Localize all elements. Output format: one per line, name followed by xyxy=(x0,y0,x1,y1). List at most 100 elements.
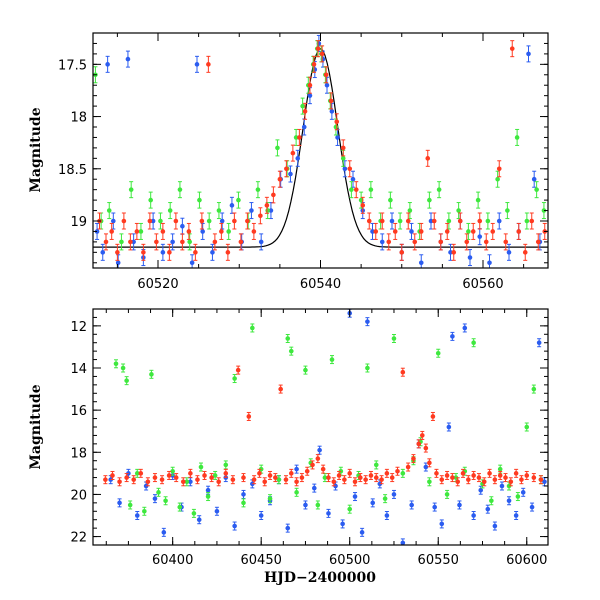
bottom-data-point xyxy=(489,498,494,504)
bottom-data-point xyxy=(352,494,358,499)
top-data-point xyxy=(307,93,313,98)
bottom-data-point xyxy=(120,365,126,371)
bottom-data-point xyxy=(312,485,317,491)
bottom-data-point xyxy=(513,471,519,476)
bottom-data-point xyxy=(405,464,411,470)
top-data-point xyxy=(392,229,398,234)
bottom-data-point xyxy=(432,504,437,510)
bottom-data-point xyxy=(196,517,202,523)
bottom-data-point xyxy=(134,471,140,476)
top-data-point xyxy=(503,239,509,245)
bottom-data-point xyxy=(191,511,197,516)
bottom-data-point xyxy=(450,334,455,339)
top-data-point xyxy=(148,197,153,203)
top-data-point xyxy=(206,62,211,67)
bottom-y-axis-label: Magnitude xyxy=(28,384,44,469)
top-data-point xyxy=(451,250,457,255)
top-data-point xyxy=(368,187,374,192)
top-data-point xyxy=(427,197,432,203)
top-data-point xyxy=(206,218,212,224)
top-data-point xyxy=(529,218,535,224)
top-plot-area xyxy=(93,34,548,268)
top-data-point xyxy=(194,62,200,67)
bottom-data-point xyxy=(513,513,519,518)
top-data-point xyxy=(106,208,112,213)
top-model-curve xyxy=(93,47,548,248)
bottom-data-point xyxy=(347,506,353,512)
top-data-point xyxy=(464,239,470,245)
top-data-point xyxy=(200,229,205,234)
bottom-data-point xyxy=(246,414,252,419)
bottom-data-point xyxy=(223,471,229,476)
bottom-data-point xyxy=(156,490,161,495)
top-data-point xyxy=(349,187,354,192)
top-data-point xyxy=(524,218,530,224)
bottom-data-point xyxy=(288,348,294,354)
bottom-data-point xyxy=(485,506,491,512)
top-data-point xyxy=(147,218,153,224)
bottom-data-point xyxy=(317,447,322,453)
bottom-data-point xyxy=(161,530,167,535)
bottom-data-point xyxy=(368,473,374,478)
bottom-data-point xyxy=(124,378,129,383)
bottom-data-point xyxy=(365,319,370,324)
top-data-point xyxy=(438,239,444,245)
bottom-data-point xyxy=(127,502,133,508)
top-data-point xyxy=(534,187,539,192)
top-data-point xyxy=(160,229,166,234)
top-data-point xyxy=(103,239,109,245)
top-data-point xyxy=(275,145,280,151)
bottom-data-point xyxy=(294,466,299,472)
top-data-point xyxy=(496,218,502,224)
bottom-data-point xyxy=(497,473,503,478)
top-data-point xyxy=(141,250,146,255)
top-data-point xyxy=(290,150,296,156)
bottom-data-point xyxy=(435,350,441,356)
bottom-data-point xyxy=(391,492,397,497)
bottom-data-point xyxy=(471,340,476,346)
top-data-point xyxy=(366,218,372,224)
top-ticks: 60520 60540 60560 17.5 18 18.5 19 xyxy=(58,32,548,292)
top-data-point xyxy=(457,218,463,224)
bottom-data-point xyxy=(173,475,179,480)
top-data-point xyxy=(470,229,476,234)
bottom-data-point xyxy=(320,466,326,472)
top-data-point xyxy=(475,197,481,203)
top-data-point xyxy=(487,260,492,266)
bottom-data-point xyxy=(384,513,390,518)
bottom-data-point xyxy=(170,468,175,474)
bottom-data-point xyxy=(241,492,246,497)
bottom-data-point xyxy=(195,477,200,482)
bottom-data-point xyxy=(538,477,544,482)
bottom-data-point xyxy=(329,357,335,362)
bottom-data-point xyxy=(430,414,436,419)
bottom-data-point xyxy=(267,496,273,501)
bottom-data-point xyxy=(241,500,246,506)
top-data-point xyxy=(466,229,471,234)
bottom-data-point xyxy=(152,496,158,501)
top-data-point xyxy=(300,103,305,109)
top-data-point xyxy=(347,166,353,172)
top-data-point xyxy=(399,250,405,255)
bottom-data-point xyxy=(232,376,237,381)
bottom-data-point xyxy=(444,473,450,478)
top-data-point xyxy=(236,197,241,203)
top-data-point xyxy=(167,208,173,213)
bottom-data-point xyxy=(241,475,246,480)
bottom-data-point xyxy=(529,504,535,510)
bottom-xtick-label: 60550 xyxy=(418,553,459,568)
bottom-series-1 xyxy=(113,323,544,518)
bottom-data-point xyxy=(117,500,122,506)
top-panel: 60520 60540 60560 17.5 18 18.5 19 Magnitude xyxy=(28,32,549,292)
top-data-point xyxy=(128,239,133,245)
top-data-point xyxy=(333,124,339,130)
top-data-point xyxy=(485,218,491,224)
bottom-data-point xyxy=(373,462,379,468)
top-data-point xyxy=(397,218,403,224)
top-data-point xyxy=(216,208,222,213)
top-data-point xyxy=(160,250,166,255)
bottom-data-point xyxy=(342,477,347,482)
bottom-data-point xyxy=(326,475,331,480)
bottom-data-point xyxy=(212,473,218,478)
top-data-point xyxy=(373,229,379,234)
